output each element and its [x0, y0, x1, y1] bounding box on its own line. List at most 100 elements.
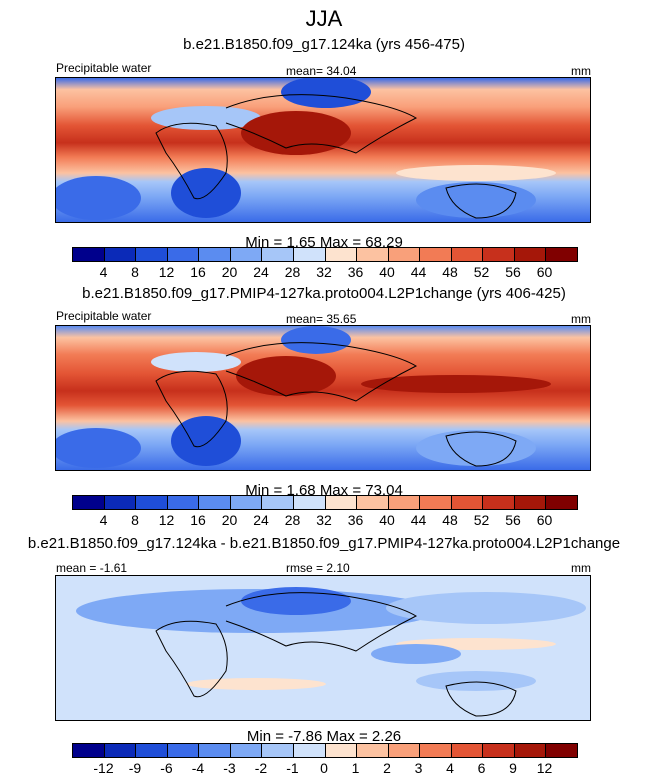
colorbar-swatch — [293, 744, 326, 757]
panel-1-coastline-africa — [155, 122, 228, 200]
colorbar-tick-label: -3 — [223, 760, 236, 776]
colorbar-tick-label: 52 — [473, 512, 490, 528]
colorbar-tick-label: 9 — [509, 760, 517, 776]
colorbar-tick-label: 12 — [158, 264, 175, 280]
panel-1-left-label: Precipitable water — [56, 61, 152, 75]
colorbar-tick-label: 44 — [410, 512, 427, 528]
colorbar-tick-label: 28 — [284, 264, 301, 280]
colorbar-tick-label: 3 — [414, 760, 423, 776]
panel-3-sh-positive — [186, 678, 326, 690]
colorbar-tick-label: 48 — [442, 512, 458, 528]
colorbar-swatch — [230, 496, 263, 509]
colorbar-swatch — [167, 744, 200, 757]
panel-3-coastline-africa — [155, 620, 228, 698]
colorbar-swatch — [73, 248, 105, 261]
colorbar-swatch — [546, 248, 577, 261]
panel-3-india-negative — [241, 587, 351, 615]
colorbar-tick-label: 4 — [99, 264, 108, 280]
panel-3-minmax: Min = -7.86 Max = 2.26 — [246, 728, 402, 745]
colorbar-swatch — [73, 744, 105, 757]
panel-3-maritime-negative — [371, 644, 461, 664]
panel-2-south-africa-low — [171, 416, 241, 466]
colorbar-swatch — [104, 496, 137, 509]
colorbar-swatch — [325, 248, 358, 261]
colorbar-swatch — [357, 248, 389, 261]
colorbar-tick-label: 20 — [221, 264, 238, 280]
panel-3-title: b.e21.B1850.f09_g17.124ka - b.e21.B1850.… — [27, 535, 621, 552]
colorbar-swatch — [104, 744, 137, 757]
colorbar-tick-label: 16 — [190, 512, 206, 528]
panel-3-coastline-asia — [225, 592, 418, 652]
colorbar-swatch — [514, 744, 547, 757]
colorbar-tick-label: 4 — [99, 512, 108, 528]
panel-2-sahara-low — [151, 352, 241, 372]
colorbar-swatch — [293, 248, 326, 261]
colorbar-tick-label: 36 — [347, 264, 364, 280]
colorbar-swatch — [104, 248, 137, 261]
colorbar-swatch — [514, 248, 547, 261]
panel-1-minmax: Min = 1.65 Max = 68.29 — [245, 234, 403, 251]
colorbar-tick-label: 16 — [190, 264, 206, 280]
colorbar-swatch — [483, 496, 515, 509]
panel-1-colorbar-ticks: 4 8 12 16 20 24 28 32 36 40 44 48 52 56 60 — [72, 264, 576, 280]
colorbar-tick-label: 56 — [505, 512, 521, 528]
colorbar-tick-label: 32 — [316, 512, 332, 528]
panel-2-pacific-high — [361, 375, 551, 393]
panel-3-units: mm — [571, 561, 591, 575]
colorbar-swatch — [262, 496, 294, 509]
colorbar-swatch — [357, 496, 389, 509]
panel-2-monsoon-high — [236, 356, 336, 396]
colorbar-tick-label: 32 — [316, 264, 332, 280]
colorbar-tick-label: 0 — [320, 760, 328, 776]
colorbar-tick-label: -6 — [160, 760, 173, 776]
panel-2-australia-low — [416, 430, 536, 466]
colorbar-swatch — [388, 248, 421, 261]
colorbar-swatch — [136, 496, 168, 509]
colorbar-swatch — [514, 496, 547, 509]
colorbar-swatch — [325, 744, 358, 757]
colorbar-swatch — [136, 248, 168, 261]
colorbar-swatch — [199, 496, 231, 509]
colorbar-tick-label: 48 — [442, 264, 458, 280]
colorbar-swatch — [167, 248, 200, 261]
colorbar-tick-label: -9 — [128, 760, 142, 776]
panel-3-rmse: rmse = 2.10 — [286, 561, 350, 575]
colorbar-swatch — [199, 248, 231, 261]
colorbar-tick-label: 20 — [221, 512, 238, 528]
panel-2-map — [55, 325, 591, 471]
panel-3-pacific-negative — [386, 592, 586, 624]
panel-3-colorbar — [72, 743, 578, 758]
panel-1-mean: mean= 34.04 — [286, 64, 357, 78]
panel-2-colorbar — [72, 495, 578, 510]
colorbar-swatch — [262, 248, 294, 261]
colorbar-tick-label: 40 — [379, 512, 395, 528]
panel-1-coastline-australia — [445, 183, 517, 219]
panel-2-minmax: Min = 1.68 Max = 73.04 — [245, 482, 403, 499]
panel-1-south-atlantic-low — [56, 176, 141, 220]
colorbar-swatch — [483, 248, 515, 261]
colorbar-tick-label: 56 — [505, 264, 521, 280]
panel-1-colorbar — [72, 247, 578, 262]
colorbar-swatch — [420, 744, 452, 757]
colorbar-tick-label: 44 — [410, 264, 427, 280]
colorbar-swatch — [451, 496, 484, 509]
panel-1-map — [55, 77, 591, 223]
colorbar-tick-label: 1 — [351, 760, 360, 776]
panel-2-coastline-africa — [155, 370, 228, 448]
colorbar-tick-label: 36 — [347, 512, 364, 528]
colorbar-tick-label: 8 — [131, 512, 139, 528]
colorbar-tick-label: -12 — [93, 760, 114, 776]
panel-1-south-africa-low — [171, 168, 241, 218]
colorbar-swatch — [483, 744, 515, 757]
panel-1-title: b.e21.B1850.f09_g17.124ka (yrs 456-475) — [183, 36, 465, 53]
panel-1-pacific-tongue — [396, 165, 556, 181]
colorbar-tick-label: -2 — [254, 760, 268, 776]
panel-3-australia-negative — [416, 671, 536, 691]
panel-1-coastline-asia — [225, 94, 418, 154]
colorbar-swatch — [136, 744, 168, 757]
colorbar-swatch — [230, 248, 263, 261]
panel-1-units: mm — [571, 64, 591, 78]
panel-2-colorbar-ticks: 4 8 12 16 20 24 28 32 36 40 44 48 52 56 60 — [72, 512, 576, 528]
colorbar-swatch — [262, 744, 294, 757]
colorbar-tick-label: 12 — [158, 512, 175, 528]
